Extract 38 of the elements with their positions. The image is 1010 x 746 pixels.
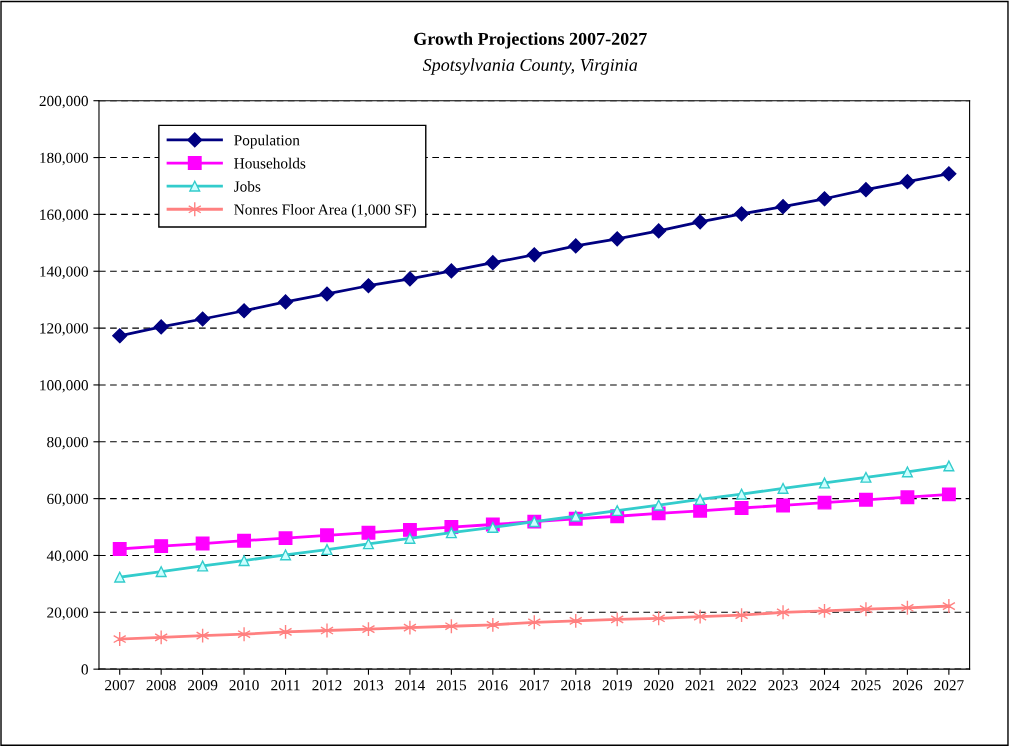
y-tick-label: 60,000 bbox=[47, 493, 88, 507]
y-tick-label: 80,000 bbox=[47, 436, 88, 450]
x-tick-label: 2023 bbox=[768, 680, 798, 691]
legend-label: Nonres Floor Area (1,000 SF) bbox=[234, 204, 416, 218]
x-tick-label: 2007 bbox=[105, 680, 135, 691]
chart-title: Growth Projections 2007-2027 bbox=[414, 32, 647, 49]
x-tick-label: 2015 bbox=[436, 680, 467, 691]
x-tick-label: 2017 bbox=[519, 680, 550, 691]
legend-label: Population bbox=[234, 134, 300, 149]
y-tick-label: 140,000 bbox=[40, 266, 88, 279]
x-tick-label: 2013 bbox=[353, 680, 384, 691]
x-tick-label: 2022 bbox=[726, 680, 757, 691]
x-tick-label: 2009 bbox=[188, 680, 218, 691]
x-tick-label: 2016 bbox=[478, 680, 508, 691]
chart-subtitle: Spotsylvania County, Virginia bbox=[422, 58, 638, 75]
x-tick-label: 2020 bbox=[644, 680, 674, 691]
x-tick-label: 2010 bbox=[229, 680, 259, 691]
x-tick-label: 2008 bbox=[146, 680, 176, 691]
x-tick-label: 2026 bbox=[892, 680, 923, 691]
legend-label: Households bbox=[234, 157, 306, 169]
y-tick-label: 40,000 bbox=[46, 550, 88, 564]
legend-label: Jobs bbox=[234, 180, 261, 192]
y-tick-label: 180,000 bbox=[40, 152, 88, 166]
x-tick-label: 2027 bbox=[934, 680, 964, 691]
x-tick-label: 2024 bbox=[809, 680, 840, 691]
y-tick-label: 0 bbox=[81, 664, 88, 675]
x-tick-label: 2012 bbox=[312, 680, 342, 691]
x-tick-label: 2021 bbox=[685, 680, 715, 691]
x-tick-label: 2014 bbox=[395, 680, 425, 691]
x-tick-label: 2018 bbox=[561, 680, 591, 691]
x-tick-label: 2019 bbox=[602, 680, 632, 691]
y-tick-label: 120,000 bbox=[40, 323, 88, 336]
y-tick-label: 200,000 bbox=[39, 95, 88, 109]
y-tick-label: 100,000 bbox=[40, 380, 88, 393]
x-tick-label: 2025 bbox=[851, 680, 881, 691]
y-tick-label: 160,000 bbox=[40, 209, 88, 223]
y-tick-label: 20,000 bbox=[47, 607, 88, 620]
x-tick-label: 2011 bbox=[271, 680, 300, 691]
